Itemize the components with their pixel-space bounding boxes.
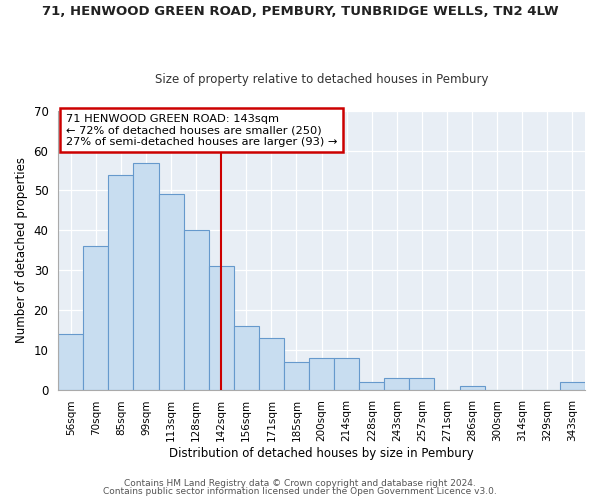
Text: 71 HENWOOD GREEN ROAD: 143sqm
← 72% of detached houses are smaller (250)
27% of : 71 HENWOOD GREEN ROAD: 143sqm ← 72% of d… bbox=[66, 114, 337, 147]
Bar bbox=[109, 174, 133, 390]
Text: 71, HENWOOD GREEN ROAD, PEMBURY, TUNBRIDGE WELLS, TN2 4LW: 71, HENWOOD GREEN ROAD, PEMBURY, TUNBRID… bbox=[41, 5, 559, 18]
Bar bbox=[184, 230, 209, 390]
Bar bbox=[158, 194, 184, 390]
Bar bbox=[560, 382, 585, 390]
Bar bbox=[58, 334, 83, 390]
Bar bbox=[359, 382, 384, 390]
Text: Contains HM Land Registry data © Crown copyright and database right 2024.: Contains HM Land Registry data © Crown c… bbox=[124, 478, 476, 488]
Text: Contains public sector information licensed under the Open Government Licence v3: Contains public sector information licen… bbox=[103, 487, 497, 496]
Bar bbox=[209, 266, 234, 390]
Y-axis label: Number of detached properties: Number of detached properties bbox=[15, 157, 28, 343]
Title: Size of property relative to detached houses in Pembury: Size of property relative to detached ho… bbox=[155, 73, 488, 86]
Bar bbox=[234, 326, 259, 390]
Bar bbox=[259, 338, 284, 390]
Bar bbox=[384, 378, 409, 390]
Bar bbox=[83, 246, 109, 390]
Bar bbox=[309, 358, 334, 390]
Bar bbox=[334, 358, 359, 390]
Bar bbox=[133, 162, 158, 390]
X-axis label: Distribution of detached houses by size in Pembury: Distribution of detached houses by size … bbox=[169, 447, 474, 460]
Bar bbox=[460, 386, 485, 390]
Bar bbox=[409, 378, 434, 390]
Bar bbox=[284, 362, 309, 390]
